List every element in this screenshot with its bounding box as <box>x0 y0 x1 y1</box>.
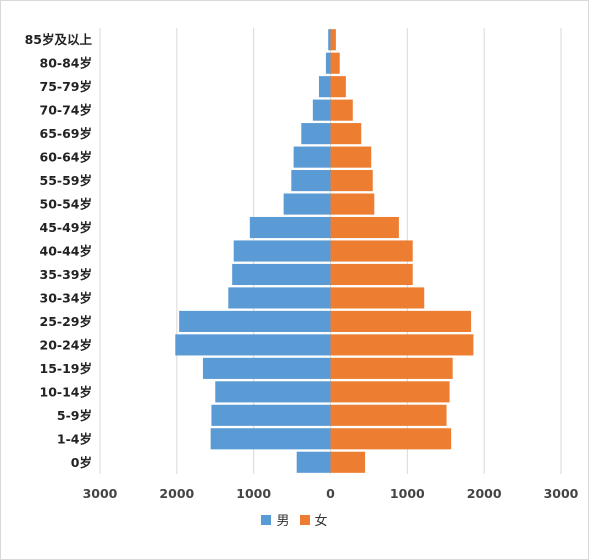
bar-female <box>330 52 340 74</box>
category-label: 65-69岁 <box>40 126 92 141</box>
category-label: 10-14岁 <box>40 384 92 399</box>
bar-female <box>330 240 413 262</box>
category-label: 5-9岁 <box>57 408 92 423</box>
x-tick-label: 1000 <box>236 486 271 501</box>
x-tick-label: 0 <box>326 486 335 501</box>
bar-female <box>330 99 353 121</box>
category-label: 1-4岁 <box>57 431 92 446</box>
bar-female <box>330 451 366 473</box>
category-label: 35-39岁 <box>40 267 92 282</box>
bar-female <box>330 404 447 426</box>
category-label: 45-49岁 <box>40 220 92 235</box>
legend-item-male: 男 <box>261 510 290 529</box>
legend-label-female: 女 <box>314 514 328 529</box>
bar-male <box>232 263 331 286</box>
bar-male <box>283 193 331 215</box>
bar-male <box>210 428 331 450</box>
bar-male <box>325 52 331 74</box>
category-label: 20-24岁 <box>40 337 92 352</box>
category-label: 40-44岁 <box>40 244 92 259</box>
category-label: 0岁 <box>71 455 92 470</box>
bar-female <box>330 29 336 51</box>
bar-male <box>312 99 331 121</box>
bar-female <box>330 263 413 286</box>
bar-female <box>330 216 399 239</box>
legend: 男 女 <box>0 510 589 529</box>
bar-male <box>291 170 331 192</box>
bar-male <box>211 404 331 426</box>
bar-female <box>330 428 452 450</box>
bar-female <box>330 170 373 192</box>
category-label: 70-74岁 <box>40 103 92 118</box>
category-label: 75-79岁 <box>40 79 92 94</box>
bar-female <box>330 123 362 145</box>
bar-male <box>296 451 331 473</box>
legend-label-male: 男 <box>276 514 290 529</box>
category-label: 15-19岁 <box>40 361 92 376</box>
category-label: 30-34岁 <box>40 290 92 305</box>
bar-male <box>179 310 331 332</box>
legend-swatch-female <box>299 514 310 525</box>
x-tick-label: 3000 <box>544 486 579 501</box>
bar-male <box>293 146 331 168</box>
bar-male <box>249 216 331 239</box>
bar-male <box>202 357 331 379</box>
bar-female <box>330 381 450 403</box>
category-label: 55-59岁 <box>40 173 92 188</box>
bar-male <box>318 76 331 98</box>
bar-male <box>328 29 331 51</box>
bar-female <box>330 334 474 356</box>
x-tick-label: 1000 <box>390 486 425 501</box>
category-label: 60-64岁 <box>40 150 92 165</box>
x-tick-label: 2000 <box>467 486 502 501</box>
bar-female <box>330 287 425 309</box>
bar-male <box>233 240 331 262</box>
bar-male <box>301 123 331 145</box>
bar-female <box>330 146 372 168</box>
category-label: 25-29岁 <box>40 314 92 329</box>
bar-male <box>175 334 331 356</box>
bar-female <box>330 193 375 215</box>
bar-female <box>330 310 472 332</box>
x-tick-label: 2000 <box>159 486 194 501</box>
category-label: 85岁及以上 <box>25 32 93 47</box>
category-label: 80-84岁 <box>40 56 92 71</box>
bar-male <box>215 381 331 403</box>
legend-item-female: 女 <box>299 510 328 529</box>
category-label: 50-54岁 <box>40 197 92 212</box>
bar-male <box>228 287 331 309</box>
x-tick-label: 3000 <box>83 486 118 501</box>
legend-swatch-male <box>261 514 272 525</box>
bar-female <box>330 357 453 379</box>
bar-female <box>330 76 346 98</box>
